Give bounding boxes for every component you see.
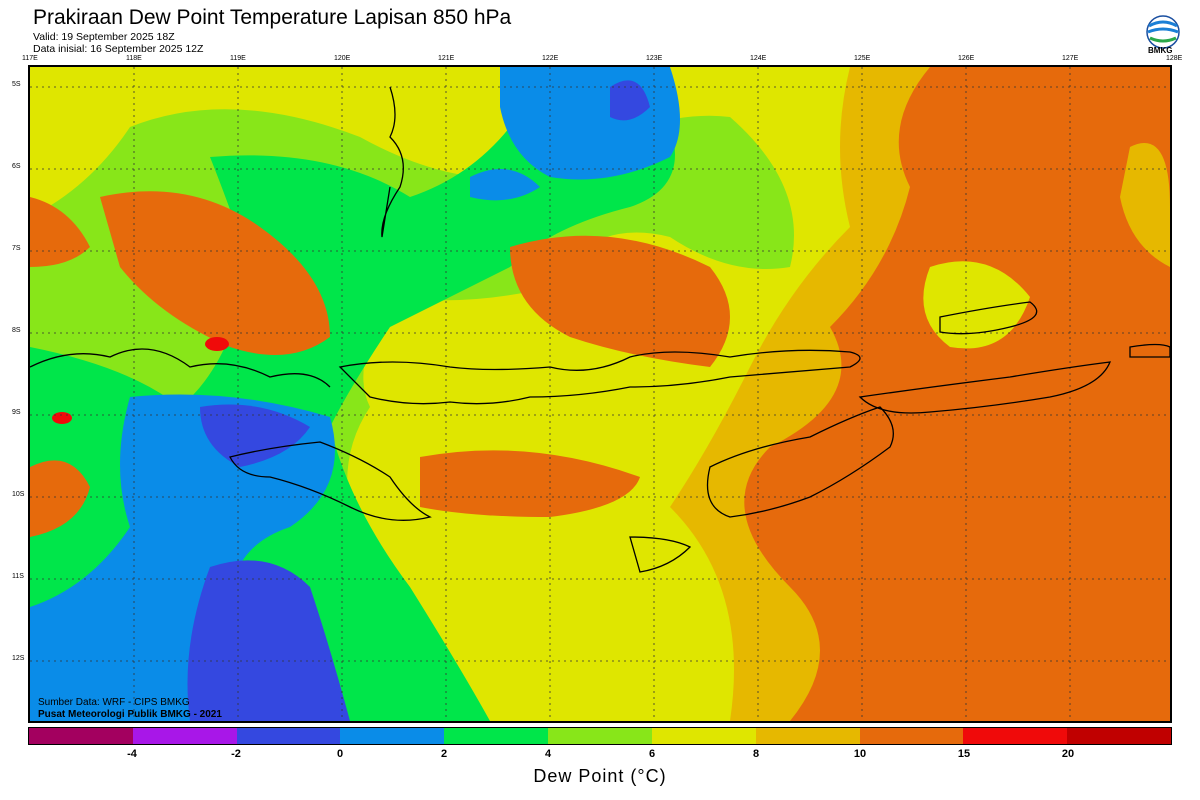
data-owner: Pusat Meteorologi Publik BMKG - 2021: [38, 709, 222, 720]
lon-label: 122E: [542, 55, 559, 62]
colorbar-tick-label: 15: [957, 748, 971, 760]
lat-label: 12S: [12, 655, 25, 662]
map-canvas: [30, 67, 1170, 721]
colorbar-segment: [651, 728, 756, 744]
dew-point-map: [28, 65, 1172, 723]
lat-label: 6S: [12, 163, 21, 170]
lon-label: 117E: [22, 55, 38, 62]
colorbar-segment: [236, 728, 341, 744]
colorbar-segment: [963, 728, 1068, 744]
lon-label: 118E: [126, 55, 142, 62]
colorbar-segment: [859, 728, 964, 744]
logo-text: BMKG: [1148, 46, 1173, 55]
bmkg-logo-icon: [1146, 15, 1180, 49]
lon-label: 123E: [646, 55, 663, 62]
colorbar-segment: [1067, 728, 1171, 744]
colorbar-title: Dew Point (°C): [533, 766, 667, 786]
lon-label: 127E: [1062, 55, 1079, 62]
lat-label: 7S: [12, 245, 21, 252]
colorbar-segment: [340, 728, 445, 744]
lon-label: 125E: [854, 55, 871, 62]
lat-label: 11S: [12, 573, 24, 580]
lat-label: 8S: [12, 327, 21, 334]
colorbar-tick-label: -2: [231, 748, 241, 760]
lon-label: 124E: [750, 55, 767, 62]
lat-label: 5S: [12, 81, 21, 88]
lon-label: 119E: [230, 55, 246, 62]
colorbar: [28, 727, 1172, 745]
colorbar-tick-label: 4: [544, 748, 552, 760]
colorbar-segment: [548, 728, 652, 744]
colorbar-segment: [29, 728, 133, 744]
map-title: Prakiraan Dew Point Temperature Lapisan …: [33, 6, 512, 29]
colorbar-segment: [132, 728, 237, 744]
colorbar-tick-label: -4: [127, 748, 137, 760]
lon-label: 126E: [958, 55, 975, 62]
lon-label: 121E: [438, 55, 455, 62]
colorbar-tick-label: 10: [853, 748, 867, 760]
lat-label: 10S: [12, 491, 25, 498]
colorbar-tick-label: 8: [752, 748, 760, 760]
colorbar-tick-label: 2: [440, 748, 448, 760]
colorbar-tick-label: 20: [1061, 748, 1075, 760]
colorbar-tick-label: 6: [648, 748, 656, 760]
colorbar-segment: [755, 728, 860, 744]
data-source: Sumber Data: WRF - CIPS BMKG: [38, 697, 190, 708]
lon-label: 128E: [1166, 55, 1183, 62]
valid-time: Valid: 19 September 2025 18Z: [33, 31, 175, 43]
lat-label: 9S: [12, 409, 21, 416]
colorbar-tick-label: 0: [336, 748, 344, 760]
colorbar-segment: [444, 728, 549, 744]
lon-label: 120E: [334, 55, 351, 62]
initial-time: Data inisial: 16 September 2025 12Z: [33, 43, 204, 55]
